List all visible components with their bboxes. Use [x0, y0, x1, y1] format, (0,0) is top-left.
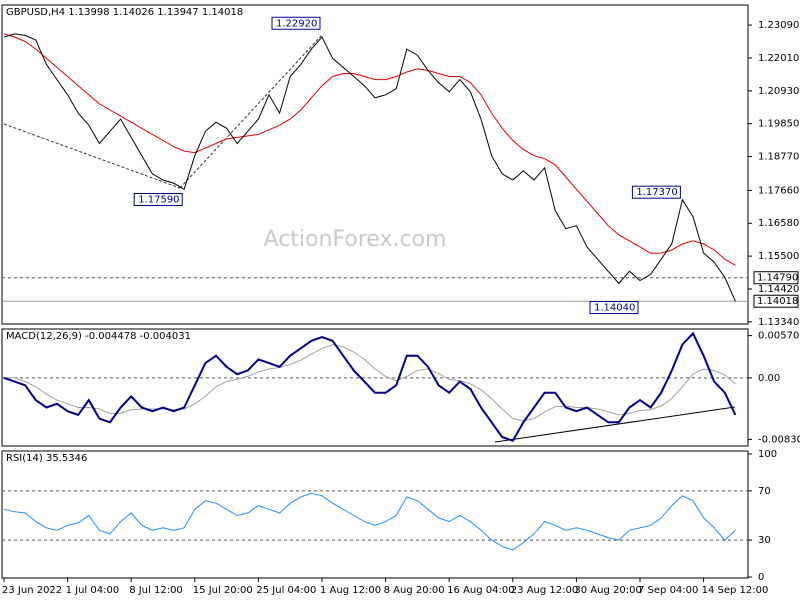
- signal-line: [4, 344, 736, 422]
- panel: [1, 450, 749, 579]
- price-line: [3, 33, 736, 302]
- y-tick-label: 1.23090: [758, 20, 799, 31]
- y-tick-label: -0.008308: [758, 434, 800, 445]
- pivot-label: 1.17590: [138, 195, 179, 206]
- y-tick-label: 70: [758, 486, 771, 497]
- panel-title: MACD(12,26,9) -0.004478 -0.004031: [6, 331, 191, 342]
- panel: [1, 328, 749, 447]
- y-tick-label: 1.20930: [758, 86, 799, 97]
- y-tick-label: 1.14420: [758, 284, 799, 295]
- trend-line: [3, 123, 181, 189]
- y-tick-label: 1.19850: [758, 119, 799, 130]
- y-tick-label: 1.15500: [758, 251, 799, 262]
- indicator-line: [3, 492, 736, 551]
- level-label-box: [753, 271, 799, 285]
- pivot-label: 1.22920: [276, 18, 317, 29]
- pivot-marker: [271, 16, 321, 30]
- y-tick-label: 1.16580: [758, 218, 799, 229]
- y-tick-label: 0: [758, 572, 764, 583]
- pivot-marker: [133, 193, 183, 207]
- x-tick-label: 25 Jul 04:00: [256, 585, 316, 596]
- pivot-label: 1.17370: [636, 187, 677, 198]
- x-tick-label: 1 Aug 12:00: [320, 585, 381, 596]
- y-tick-label: 0.00: [758, 373, 780, 384]
- y-tick-label: 1.13340: [758, 317, 799, 328]
- x-tick-label: 1 Jul 04:00: [66, 585, 120, 596]
- pivot-marker: [589, 301, 639, 315]
- panel-title: RSI(14) 35.5346: [6, 453, 87, 464]
- trend-line: [494, 406, 736, 443]
- x-tick-label: 14 Sep 12:00: [702, 585, 769, 596]
- x-tick-label: 15 Jul 20:00: [193, 585, 253, 596]
- watermark: ActionForex.com: [264, 227, 447, 252]
- x-tick-label: 23 Jun 2022: [2, 585, 62, 596]
- panel-title: GBPUSD,H4 1.13998 1.14026 1.13947 1.1401…: [6, 7, 243, 18]
- y-tick-label: 1.17660: [758, 185, 799, 196]
- y-tick-label: 30: [758, 535, 771, 546]
- x-tick-label: 8 Aug 20:00: [384, 585, 445, 596]
- x-tick-label: 16 Aug 04:00: [447, 585, 514, 596]
- y-tick-label: 1.18770: [758, 152, 799, 163]
- x-tick-label: 7 Sep 04:00: [638, 585, 698, 596]
- x-tick-label: 30 Aug 20:00: [574, 585, 641, 596]
- level-label-box: [753, 294, 799, 308]
- pivot-marker: [631, 185, 681, 199]
- pivot-label: 1.14040: [594, 303, 635, 314]
- x-tick-label: 8 Jul 12:00: [129, 585, 183, 596]
- moving-average: [3, 33, 736, 266]
- level-label: 1.14018: [757, 296, 798, 307]
- indicator-line: [3, 331, 737, 443]
- y-tick-label: 1.22010: [758, 53, 799, 64]
- y-tick-label: 0.005708: [758, 331, 800, 342]
- panel: [1, 4, 749, 325]
- level-label: 1.14790: [757, 273, 798, 284]
- y-tick-label: 100: [758, 449, 777, 460]
- x-tick-label: 23 Aug 12:00: [511, 585, 578, 596]
